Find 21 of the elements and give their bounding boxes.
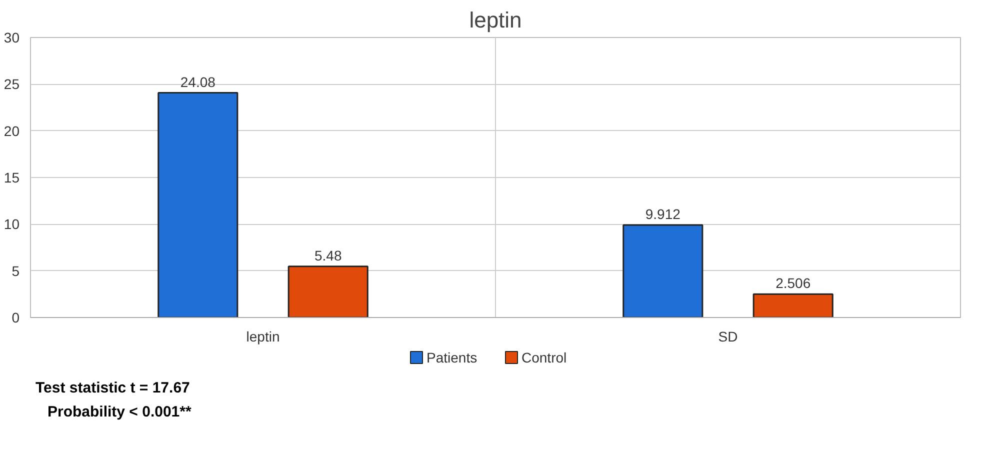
text: Test statistic t = 17.67 (36, 380, 190, 396)
y-tick-label: 0 (12, 310, 20, 326)
bar (288, 266, 368, 318)
x-tick-label: SD (718, 328, 738, 344)
y-tick-label: 20 (4, 122, 20, 139)
bar (158, 92, 238, 318)
y-tick-label: 25 (4, 76, 20, 92)
y-tick-label: 10 (4, 216, 20, 232)
y-tick-label: 5 (12, 262, 20, 279)
data-label: 2.506 (776, 275, 811, 292)
data-label: 9.912 (645, 206, 681, 222)
text: Probability < 0.001** (48, 404, 192, 420)
bar (622, 224, 704, 318)
data-label: 5.48 (314, 247, 342, 264)
legend-label: Control (522, 350, 567, 366)
legend-label: Patients (426, 350, 478, 366)
y-tick-label: 30 (4, 30, 20, 46)
chart-title: leptin (469, 8, 522, 32)
data-label: 24.08 (180, 74, 216, 90)
y-tick-label: 15 (4, 170, 20, 186)
bar (752, 293, 834, 318)
